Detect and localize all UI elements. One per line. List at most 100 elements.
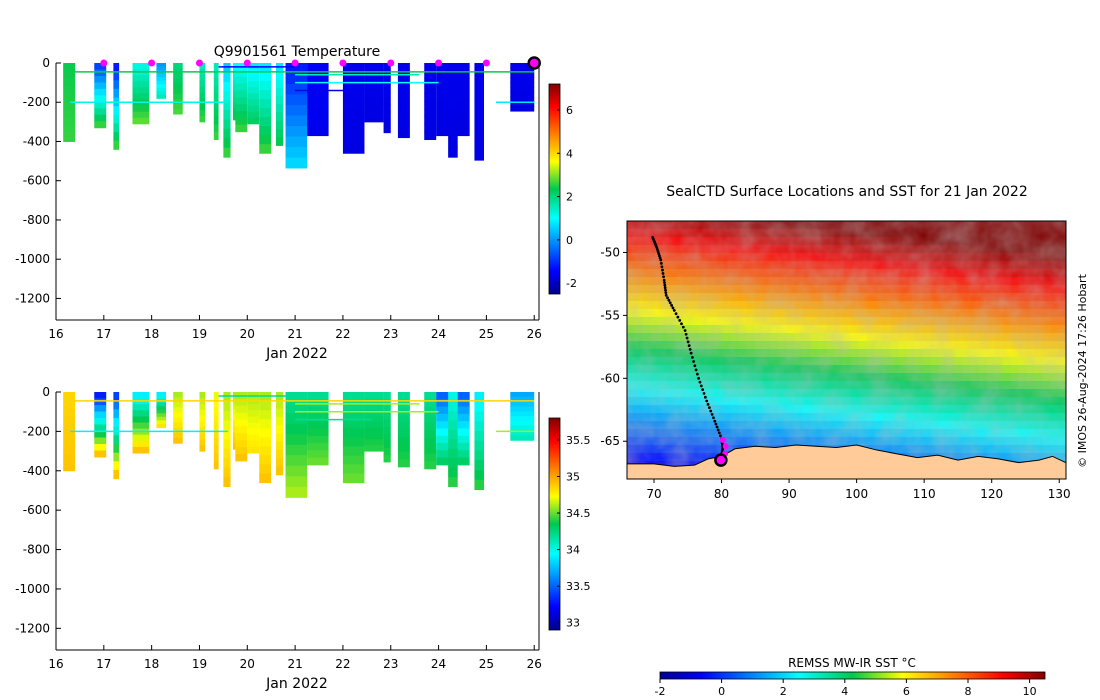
- profile-cell: [94, 108, 107, 116]
- profile-cell: [247, 93, 260, 100]
- map-y-tick-label: -65: [600, 434, 620, 448]
- profile: [63, 392, 76, 472]
- profile-cell: [510, 416, 535, 422]
- profile-cell: [448, 392, 458, 402]
- profile-cell: [223, 81, 231, 92]
- map-x-tick-label: 120: [980, 487, 1003, 501]
- profile-cell: [235, 412, 248, 421]
- profile-cell: [156, 63, 166, 68]
- profile-cell: [247, 99, 260, 107]
- profile-cell: [223, 448, 231, 459]
- profile-cell: [448, 147, 458, 158]
- profile-cell: [307, 428, 329, 437]
- profile: [223, 63, 231, 158]
- profile-cell: [510, 430, 535, 436]
- profile-cell: [342, 144, 365, 154]
- colorbar-frame: [548, 83, 561, 295]
- map-x-tick-label: 90: [781, 487, 796, 501]
- track-point: [672, 308, 676, 312]
- profile-cell: [307, 457, 329, 466]
- profile-cell: [275, 79, 284, 89]
- temperature-panel: Q9901561 Temperature 0 -200 -400 -600 -800 -1…: [15, 44, 577, 362]
- profile-cell: [63, 63, 76, 72]
- profile-cell: [424, 430, 437, 439]
- track-point: [668, 301, 672, 305]
- sst-colorbar-tick-label: 4: [841, 685, 848, 698]
- profile: [259, 63, 272, 154]
- profile-cell: [132, 87, 150, 94]
- profile-cell: [173, 397, 183, 403]
- profile-cell: [63, 117, 76, 127]
- profile-cell: [247, 410, 260, 417]
- profile-cell: [63, 392, 76, 401]
- profile-cell: [285, 486, 308, 498]
- map-credit: © IMOS 26-Aug-2024 17:26 Hobart: [1076, 273, 1089, 467]
- colorbar-tick-label: 0: [566, 234, 573, 247]
- x-tick-label: 16: [48, 657, 63, 671]
- profile-cell: [132, 75, 150, 82]
- profile-cell: [364, 415, 384, 423]
- profile-cell: [94, 95, 107, 103]
- profile-cell: [199, 110, 206, 117]
- x-tick-label: 23: [383, 657, 398, 671]
- profile-cell: [94, 450, 107, 458]
- profile-cell: [364, 86, 384, 93]
- profile: [307, 63, 329, 137]
- profile-cell: [213, 445, 219, 454]
- track-point: [698, 380, 702, 384]
- profile-cell: [448, 448, 458, 459]
- profile-cell: [223, 458, 231, 469]
- temperature-xlabel: Jan 2022: [265, 346, 328, 362]
- track-point: [664, 288, 667, 292]
- profile-cell: [364, 439, 384, 446]
- profile-cell: [173, 108, 183, 115]
- profile-cell: [199, 115, 206, 123]
- colorbar-tick-label: -2: [566, 277, 577, 290]
- profile-cell: [199, 104, 206, 111]
- profile-cell: [223, 110, 231, 121]
- track-point: [659, 261, 663, 265]
- profile-cell: [342, 135, 365, 145]
- profile-cell: [63, 431, 76, 440]
- surface-marker: [482, 59, 490, 67]
- profile-cell: [364, 409, 384, 417]
- profile-cell: [285, 73, 308, 85]
- y-tick-label: -1000: [15, 582, 50, 596]
- profile-cell: [285, 104, 308, 116]
- profile-cell: [199, 433, 206, 440]
- profile-cell: [307, 121, 329, 129]
- profile-cell: [173, 412, 183, 419]
- profile-cell: [247, 75, 260, 82]
- profile-cell: [235, 111, 248, 119]
- y-tick-label: -600: [23, 503, 50, 517]
- track-point: [671, 306, 675, 310]
- y-tick-label: -200: [23, 424, 50, 438]
- profile-cell: [474, 392, 485, 403]
- profile-cell: [448, 401, 458, 412]
- profile-cell: [285, 434, 308, 446]
- profile-cell: [223, 420, 231, 431]
- profile-cell: [235, 440, 248, 448]
- track-point: [685, 336, 689, 340]
- track-point: [667, 298, 671, 302]
- profile-cell: [364, 74, 384, 82]
- salinity-profiles: [63, 392, 535, 498]
- profile-cell: [156, 409, 166, 414]
- profile-cell: [448, 81, 458, 92]
- map-title: SealCTD Surface Locations and SST for 21…: [666, 184, 1027, 200]
- profile-cell: [364, 433, 384, 440]
- track-point: [681, 325, 685, 329]
- profile-cell: [448, 410, 458, 421]
- profile-cell: [113, 114, 120, 124]
- profile-cell: [259, 144, 272, 154]
- profile-cell: [383, 83, 391, 92]
- profile-cell: [113, 140, 120, 150]
- profile-cell: [247, 428, 260, 436]
- profile-cell: [342, 108, 365, 118]
- profile-cell: [424, 461, 437, 470]
- profile-cell: [213, 85, 219, 95]
- y-tick-label: -400: [23, 134, 50, 148]
- track-point: [702, 392, 706, 395]
- profile-cell: [63, 407, 76, 417]
- profile-cell: [424, 85, 437, 95]
